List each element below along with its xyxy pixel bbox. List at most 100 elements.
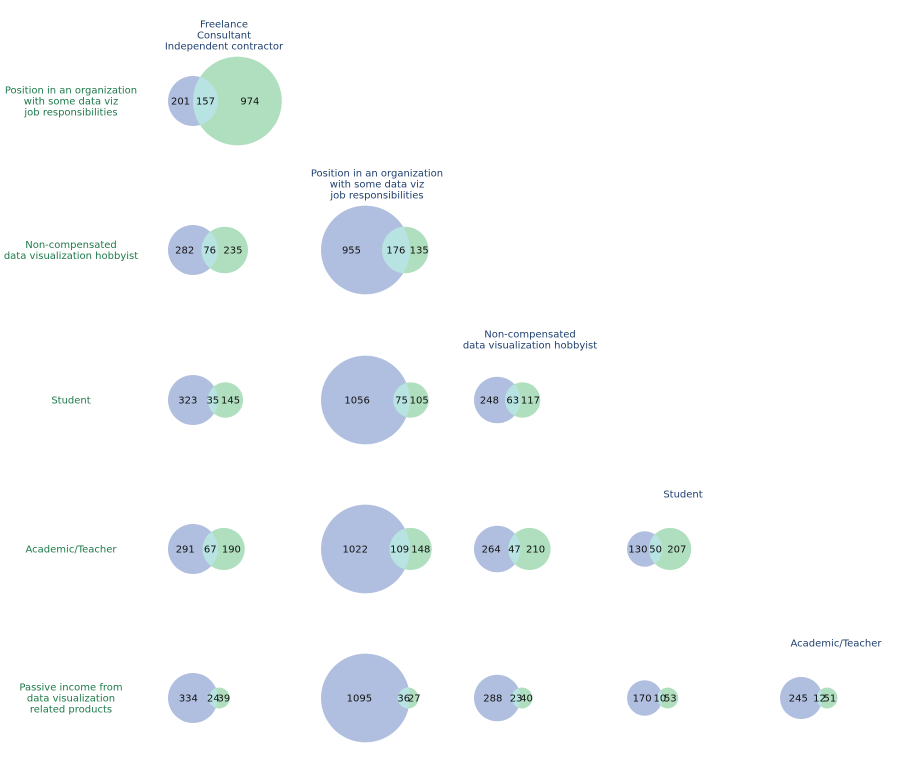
venn-intersection	[381, 226, 410, 274]
venn-label-b-only: 190	[222, 545, 241, 556]
venn-intersection	[511, 687, 521, 709]
venn-circle-b	[648, 527, 692, 571]
venn-cell-r2-c0: 323 35 145	[168, 375, 244, 425]
row-label-4-line: data visualization	[27, 694, 115, 705]
venn-label-intersection: 36	[397, 694, 410, 705]
venn-cell-r3-c3: 130 50 207	[627, 527, 692, 571]
column-label-0-line: Independent contractor	[165, 42, 284, 53]
venn-circle-a	[780, 676, 823, 720]
row-label-4-line: related products	[30, 705, 112, 716]
venn-circle-b	[207, 382, 244, 418]
venn-cell-r3-c0: 291 67 190	[168, 524, 245, 574]
venn-label-intersection: 109	[390, 545, 409, 556]
venn-label-intersection: 24	[207, 694, 220, 705]
column-label-4: Academic/Teacher	[791, 639, 883, 650]
venn-label-a-only: 1095	[347, 694, 372, 705]
row-label-4: Passive income from data visualization rel…	[19, 683, 122, 716]
venn-label-intersection: 47	[508, 545, 521, 556]
venn-label-b-only: 27	[408, 694, 421, 705]
venn-label-b-only: 40	[520, 694, 533, 705]
column-label-0: Freelance Consultant Independent contracto…	[165, 20, 284, 53]
venn-label-a-only: 245	[789, 694, 808, 705]
venn-label-intersection: 50	[649, 545, 662, 556]
venn-label-b-only: 53	[664, 694, 677, 705]
venn-cell-r2-c1: 1056 75 105	[321, 355, 429, 445]
venn-label-intersection: 75	[395, 396, 408, 407]
column-label-2-line: Non-compensated	[484, 330, 576, 341]
column-label-2-line: data visualization hobbyist	[463, 341, 597, 352]
venn-label-intersection: 157	[196, 97, 215, 108]
venn-label-b-only: 207	[667, 545, 686, 556]
venn-label-b-only: 235	[223, 246, 242, 257]
venn-cell-r2-c2: 248 63 117	[474, 376, 541, 424]
venn-intersection	[504, 382, 521, 418]
venn-circle-a	[321, 653, 410, 743]
venn-intersection	[389, 527, 410, 571]
venn-label-b-only: 135	[410, 246, 429, 257]
venn-label-a-only: 955	[342, 246, 361, 257]
column-label-4-line: Academic/Teacher	[791, 639, 883, 650]
venn-label-b-only: 117	[521, 396, 540, 407]
venn-label-a-only: 130	[628, 545, 647, 556]
venn-label-a-only: 170	[633, 694, 652, 705]
venn-circle-a	[627, 680, 663, 716]
column-label-0-line: Consultant	[197, 31, 251, 42]
venn-cell-r3-c2: 264 47 210	[474, 525, 551, 573]
venn-label-b-only: 105	[410, 396, 429, 407]
row-label-0-line: job responsibilities	[23, 108, 117, 119]
row-label-1-line: data visualization hobbyist	[4, 251, 138, 262]
venn-label-a-only: 334	[179, 694, 198, 705]
venn-label-intersection: 176	[386, 246, 405, 257]
venn-label-a-only: 1056	[344, 396, 369, 407]
venn-cell-r3-c1: 1022 109 148	[321, 504, 432, 594]
venn-intersection	[393, 382, 410, 418]
venn-label-intersection: 35	[206, 396, 219, 407]
row-label-0-line: with some data viz	[24, 97, 118, 108]
venn-label-a-only: 248	[480, 396, 499, 407]
venn-label-intersection: 63	[506, 396, 519, 407]
column-label-3-line: Student	[663, 490, 702, 501]
venn-label-a-only: 323	[178, 396, 197, 407]
venn-label-a-only: 201	[171, 97, 190, 108]
venn-label-intersection: 76	[203, 246, 216, 257]
venn-label-b-only: 51	[824, 694, 837, 705]
venn-label-b-only: 974	[240, 97, 259, 108]
row-label-0: Position in an organization with some dat…	[5, 86, 137, 119]
venn-circle-a	[321, 355, 410, 445]
venn-label-b-only: 148	[411, 545, 430, 556]
row-label-2: Student	[51, 396, 90, 407]
column-label-1: Position in an organization with some dat…	[311, 169, 443, 202]
venn-circle-a	[168, 673, 218, 723]
column-label-1-line: with some data viz	[330, 180, 424, 191]
venn-intersection	[202, 527, 218, 571]
venn-label-b-only: 210	[526, 545, 545, 556]
row-label-3: Academic/Teacher	[26, 545, 118, 556]
column-label-1-line: Position in an organization	[311, 169, 443, 180]
column-label-1-line: job responsibilities	[329, 191, 423, 202]
venn-circle-a	[168, 375, 218, 425]
venn-label-a-only: 282	[175, 246, 194, 257]
row-label-2-line: Student	[51, 396, 90, 407]
row-label-3-line: Academic/Teacher	[26, 545, 118, 556]
venn-circle-b	[657, 687, 679, 709]
venn-circle-a	[321, 504, 410, 594]
column-label-2: Non-compensated data visualization hobbyi…	[463, 330, 597, 352]
venn-label-b-only: 145	[221, 396, 240, 407]
column-label-0-line: Freelance	[200, 20, 248, 31]
venn-label-a-only: 291	[176, 545, 195, 556]
row-label-1-line: Non-compensated	[25, 240, 117, 251]
venn-label-intersection: 10	[653, 694, 666, 705]
venn-label-b-only: 39	[217, 694, 230, 705]
venn-circle-a	[321, 205, 410, 295]
row-label-0-line: Position in an organization	[5, 86, 137, 97]
row-label-1: Non-compensated data visualization hobbyi…	[4, 240, 138, 262]
row-label-4-line: Passive income from	[19, 683, 122, 694]
venn-cell-r1-c0: 282 76 235	[168, 225, 248, 275]
venn-intersection	[397, 687, 410, 709]
venn-intersection	[201, 226, 218, 274]
venn-cell-r1-c1: 955 176 135	[321, 205, 429, 295]
